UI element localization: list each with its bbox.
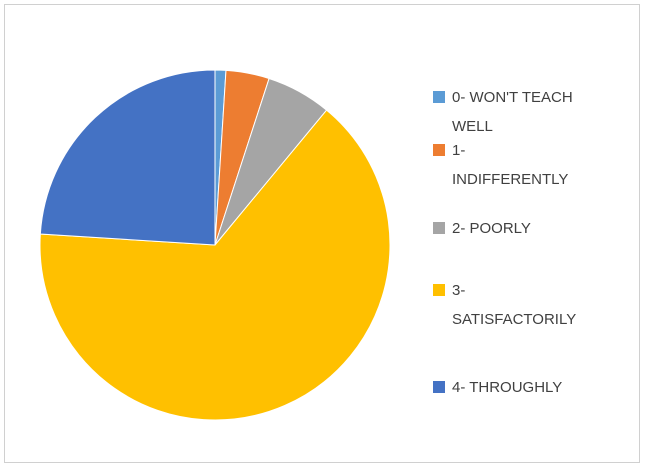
pie-slice: [39, 109, 391, 421]
legend-item: 1- INDIFFERENTLY: [433, 136, 583, 194]
legend-item: 4- THROUGHLY: [433, 373, 583, 402]
legend-item: 3- SATISFACTORILY: [433, 276, 583, 334]
legend-swatch: [433, 91, 445, 103]
legend-swatch: [433, 381, 445, 393]
pie-slice: [39, 69, 216, 246]
chart-frame: [4, 4, 640, 463]
legend-swatch: [433, 144, 445, 156]
legend-label: 2- POORLY: [452, 220, 531, 237]
legend-label: 1- INDIFFERENTLY: [452, 142, 569, 188]
legend-item: 2- POORLY: [433, 214, 583, 243]
legend-item: 0- WON'T TEACH WELL: [433, 83, 583, 141]
legend-label: 3- SATISFACTORILY: [452, 282, 577, 328]
legend-label: 0- WON'T TEACH WELL: [452, 89, 573, 135]
legend-swatch: [433, 284, 445, 296]
legend-label: 4- THROUGHLY: [452, 379, 563, 396]
legend-swatch: [433, 222, 445, 234]
